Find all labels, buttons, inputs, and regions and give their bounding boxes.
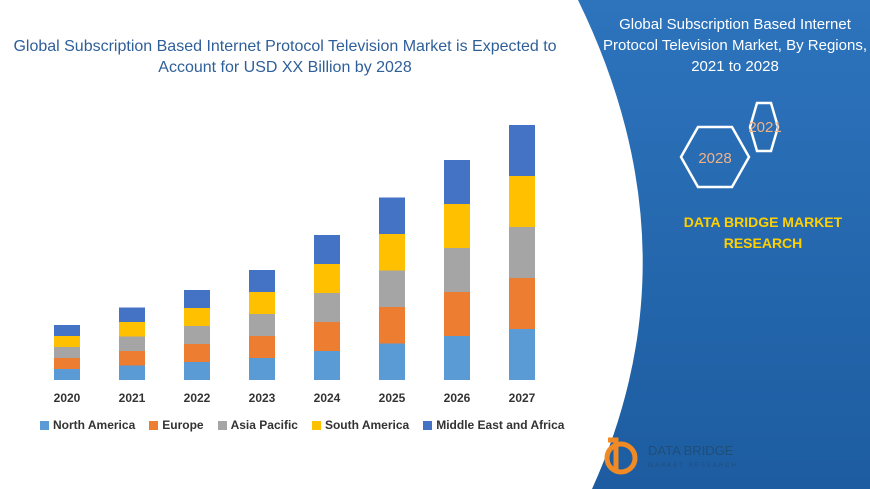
bar-segment	[119, 336, 145, 351]
legend-swatch	[217, 420, 227, 430]
legend-item: North America	[40, 418, 135, 432]
bar-segment	[249, 270, 275, 292]
bar-segment	[54, 325, 80, 336]
bar-segment	[314, 293, 340, 322]
bar-segment	[379, 234, 405, 271]
bar-segment	[314, 264, 340, 293]
bar-segment	[314, 351, 340, 380]
hexagon-label: 2021	[748, 119, 781, 136]
hexagon	[679, 125, 751, 189]
logo-tagline: MARKET RESEARCH	[648, 463, 738, 469]
side-panel	[578, 0, 870, 489]
brand: DATA BRIDGE MARKET RESEARCH	[683, 214, 843, 251]
legend-label: Europe	[162, 418, 204, 432]
bar-segment	[444, 248, 470, 292]
legend-label: Middle East and Africa	[436, 418, 565, 432]
bar-segment	[119, 322, 145, 337]
bar-segment	[379, 343, 405, 380]
legend-swatch	[423, 420, 433, 430]
bar-segment	[509, 125, 535, 176]
panel-title: Global Subscription Based Internet Proto…	[602, 16, 867, 75]
legend-swatch	[311, 420, 321, 430]
bar-segment	[444, 292, 470, 336]
bar-segment	[379, 197, 405, 234]
bar-segment	[444, 204, 470, 248]
bar-segment	[379, 270, 405, 307]
legend-swatch	[149, 420, 159, 430]
bar-segment	[509, 227, 535, 278]
bar-segment	[119, 307, 145, 322]
x-tick-label: 2020	[54, 391, 81, 405]
bar-segment	[249, 292, 275, 314]
bar-segment	[184, 344, 210, 362]
bar-segment	[444, 336, 470, 380]
bar-segment	[184, 326, 210, 344]
bar-segment	[314, 235, 340, 264]
bar-segment	[249, 314, 275, 336]
bar-segment	[444, 160, 470, 204]
bar-segment	[379, 307, 405, 344]
bar-segment	[249, 336, 275, 358]
legend: North America Europe Asia Pacific South Ame…	[40, 418, 564, 432]
legend-label: Asia Pacific	[230, 418, 298, 432]
bar-segment	[54, 369, 80, 380]
legend-item: Asia Pacific	[217, 418, 298, 432]
x-tick-label: 2026	[444, 391, 471, 405]
logo-name: DATA BRIDGE	[648, 443, 734, 458]
x-tick-label: 2021	[119, 391, 146, 405]
bar-segment	[54, 347, 80, 358]
x-tick-label: 2025	[379, 391, 406, 405]
bar-segment	[119, 365, 145, 380]
x-tick-label: 2027	[509, 391, 536, 405]
bar-segment	[509, 176, 535, 227]
legend-label: South America	[324, 418, 410, 432]
legend-swatch	[40, 420, 49, 430]
bar-segment	[184, 290, 210, 308]
legend-item: South America	[311, 418, 410, 432]
bar-segment	[184, 308, 210, 326]
x-tick-label: 2024	[314, 391, 341, 405]
bar-segment	[54, 336, 80, 347]
x-tick-label: 2022	[184, 391, 211, 405]
bar-segment	[54, 358, 80, 369]
bar-segment	[509, 329, 535, 380]
bar-segment	[119, 351, 145, 366]
bar-segment	[314, 322, 340, 351]
bar-segment	[509, 278, 535, 329]
hexagon-label: 2028	[698, 150, 731, 167]
bar-segment	[184, 362, 210, 380]
legend-item: Europe	[149, 418, 204, 432]
legend-label: North America	[53, 418, 136, 432]
bar-segment	[249, 358, 275, 380]
logo-icon	[604, 437, 638, 475]
legend-item: Middle East and Africa	[423, 418, 564, 432]
hexagon	[748, 101, 780, 153]
x-tick-label: 2023	[249, 391, 276, 405]
chart-title: Global Subscription Based Internet Proto…	[13, 38, 557, 76]
